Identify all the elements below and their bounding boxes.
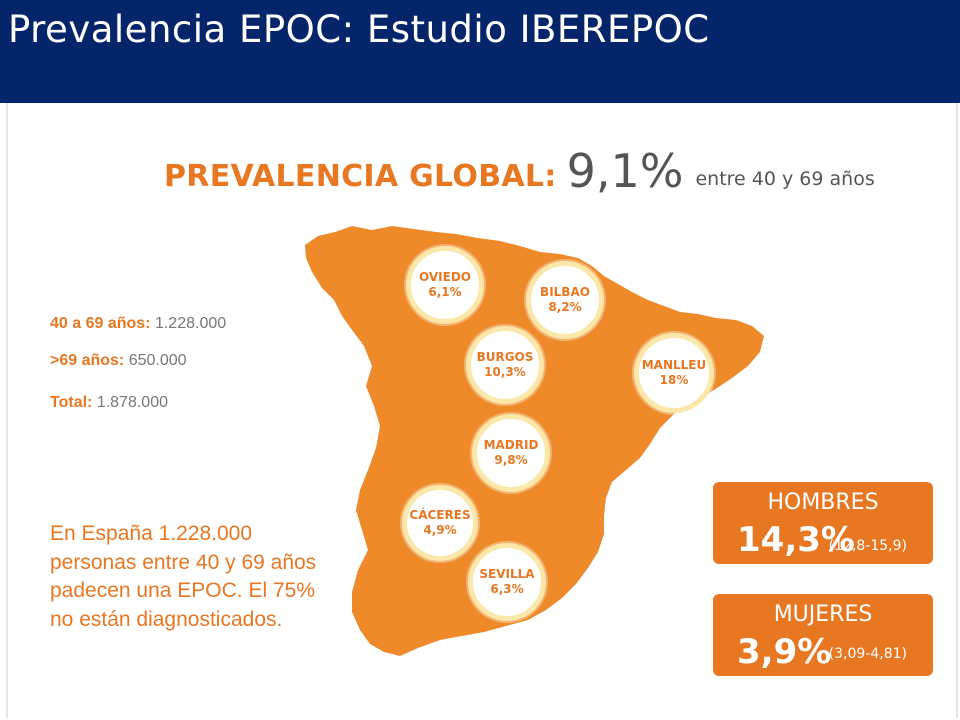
- city-caceres: CÁCERES 4,9%: [402, 485, 478, 561]
- city-name: MADRID: [483, 438, 539, 452]
- city-oviedo: OVIEDO 6,1%: [406, 246, 484, 324]
- city-name: BURGOS: [476, 350, 534, 364]
- headline-value: 9,1%: [566, 144, 684, 198]
- headline-label: PREVALENCIA GLOBAL:: [164, 159, 557, 194]
- global-prevalence-headline: PREVALENCIA GLOBAL: 9,1% entre 40 y 69 a…: [164, 134, 875, 194]
- city-bilbao: BILBAO 8,2%: [526, 261, 604, 339]
- city-sevilla: SEVILLA 6,3%: [468, 543, 546, 621]
- population-40-69-label: 40 a 69 años:: [50, 315, 151, 332]
- population-over-69-value: 650.000: [128, 352, 187, 369]
- men-label: HOMBRES: [767, 490, 879, 515]
- city-value: 10,3%: [484, 365, 526, 379]
- slide-title: Prevalencia EPOC: Estudio IBEREPOC: [8, 8, 710, 51]
- diagnosis-note: En España 1.228.000 personas entre 40 y …: [50, 522, 317, 631]
- city-name: BILBAO: [540, 285, 590, 299]
- population-40-69: 40 a 69 años: 1.228.000: [50, 315, 226, 333]
- population-over-69-label: >69 años:: [50, 352, 125, 369]
- population-40-69-value: 1.228.000: [154, 315, 227, 332]
- city-value: 9,8%: [494, 453, 528, 467]
- city-value: 6,1%: [428, 285, 462, 299]
- city-value: 18%: [659, 373, 689, 387]
- population-total: Total: 1.878.000: [50, 394, 168, 412]
- city-name: MANLLEU: [641, 358, 707, 372]
- women-label: MUJERES: [773, 602, 873, 627]
- city-name: CÁCERES: [409, 508, 471, 522]
- women-value: 3,9%: [737, 632, 832, 672]
- city-name: SEVILLA: [479, 567, 535, 581]
- headline-range: entre 40 y 69 años: [695, 168, 875, 190]
- population-total-value: 1.878.000: [96, 394, 168, 411]
- city-value: 8,2%: [548, 300, 582, 314]
- men-value: 14,3%: [737, 520, 855, 560]
- city-name: OVIEDO: [419, 270, 471, 284]
- city-madrid: MADRID 9,8%: [472, 414, 550, 492]
- city-burgos: BURGOS 10,3%: [466, 326, 544, 404]
- city-value: 4,9%: [423, 523, 457, 537]
- city-manlleu: MANLLEU 18%: [634, 333, 714, 413]
- city-value: 6,3%: [490, 582, 524, 596]
- population-over-69: >69 años: 650.000: [50, 352, 187, 370]
- men-range: (12,8-15,9): [828, 538, 907, 554]
- men-prevalence-box: HOMBRES 14,3% (12,8-15,9): [713, 482, 933, 564]
- population-total-label: Total:: [50, 394, 93, 411]
- women-prevalence-box: MUJERES 3,9% (3,09-4,81): [713, 594, 933, 676]
- title-bar: Prevalencia EPOC: Estudio IBEREPOC: [0, 0, 960, 103]
- women-range: (3,09-4,81): [828, 646, 907, 662]
